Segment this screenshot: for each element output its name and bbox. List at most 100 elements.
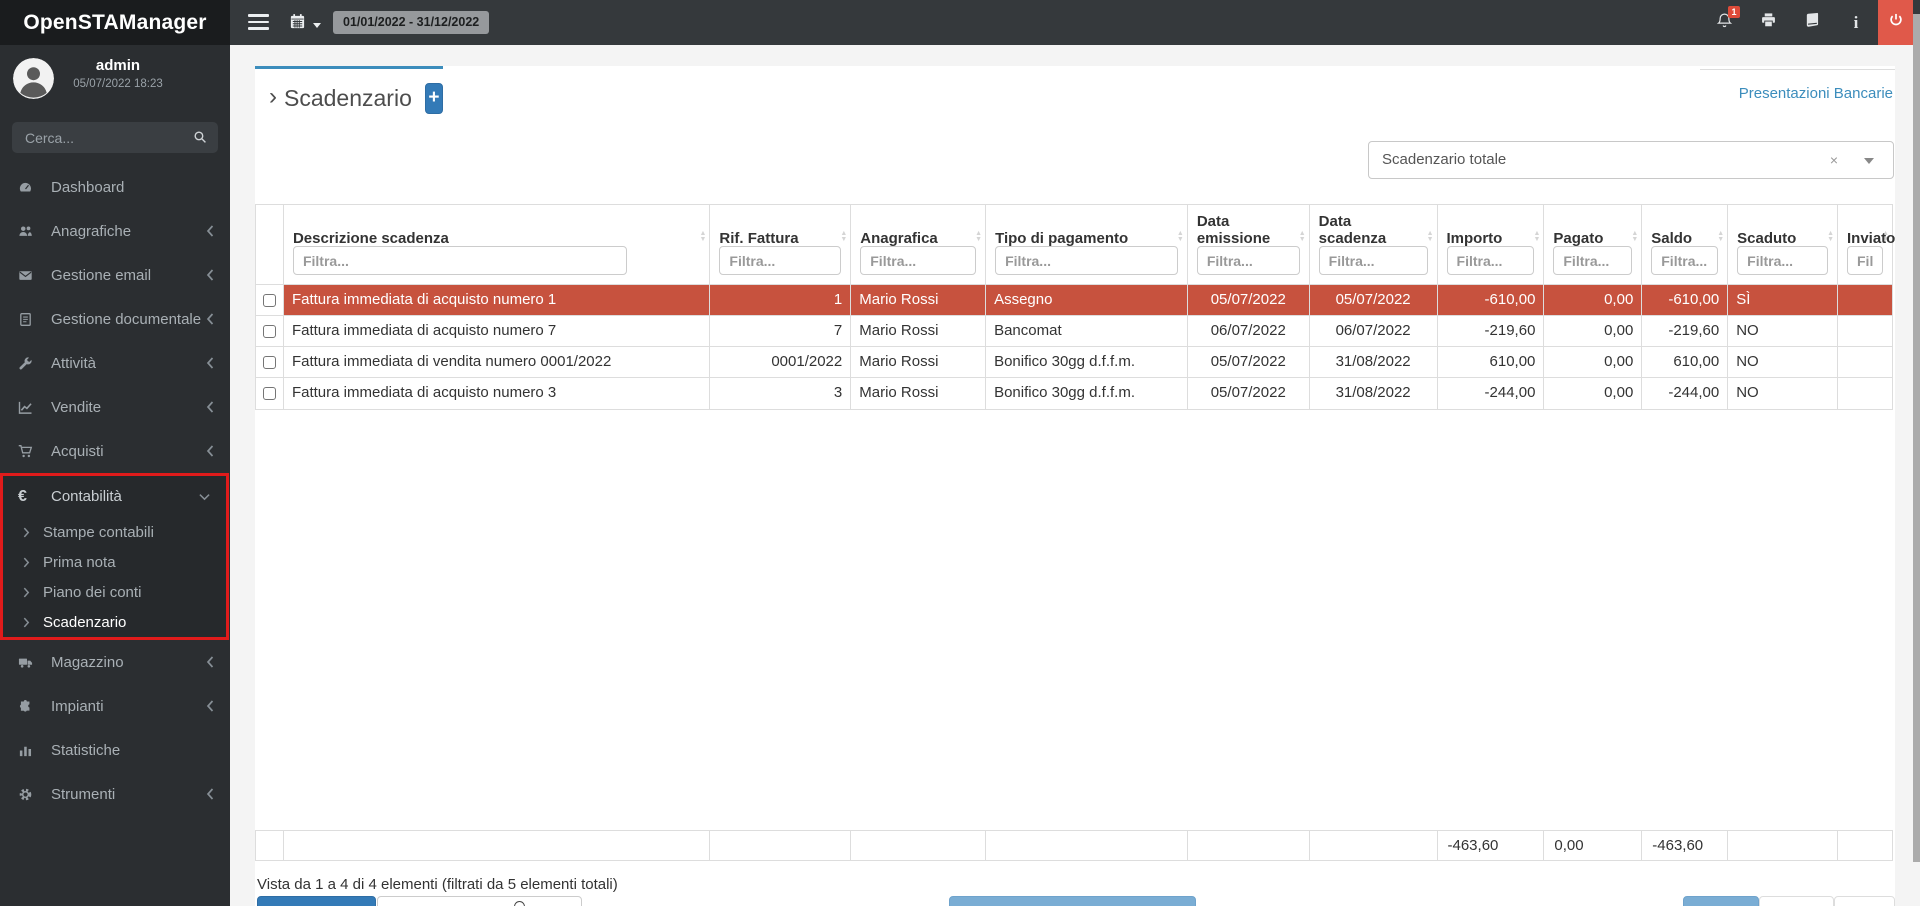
sort-icon[interactable]: ▲ ▼ [975,230,983,243]
footer-total-data_scadenza [1310,831,1438,860]
column-label-importo[interactable]: Importo ▲ ▼ [1446,230,1541,247]
column-label-descrizione[interactable]: Descrizione scadenza ▲ ▼ [292,230,707,247]
filter-input-tipo_pagamento[interactable] [995,246,1178,275]
column-label-tipo_pagamento[interactable]: Tipo di pagamento ▲ ▼ [995,230,1184,247]
table-row-3[interactable]: Fattura immediata di vendita numero 0001… [256,347,1892,378]
sort-icon[interactable]: ▲ ▼ [1882,230,1889,243]
sort-icon[interactable]: ▲ ▼ [1827,230,1834,243]
notifications-button[interactable]: 1 [1702,0,1746,45]
sidebar-item-gestione-documentale[interactable]: Gestione documentale [0,297,230,341]
sidebar-item-strumenti[interactable]: Strumenti [0,772,230,816]
docs-button[interactable] [1790,0,1834,45]
sidebar-item-contabilit[interactable]: € Contabilità [3,476,226,517]
app-logo[interactable]: OpenSTAManager [0,0,230,45]
filter-input-scaduto[interactable] [1737,246,1828,275]
filter-input-pagato[interactable] [1553,246,1633,275]
cell-data_scadenza: 06/07/2022 [1310,316,1438,346]
sort-icon[interactable]: ▲ ▼ [840,230,848,243]
column-label-saldo[interactable]: Saldo ▲ ▼ [1651,230,1725,247]
sidebar-subitem-stampe-contabili[interactable]: Stampe contabili [3,517,226,547]
sort-icon[interactable]: ▲ ▼ [699,230,707,243]
sidebar-subitem-piano-dei-conti[interactable]: Piano dei conti [3,577,226,607]
table-footer-totals: -463,60 0,00 -463,60 [255,830,1893,861]
date-range-filter[interactable]: 01/01/2022 - 31/12/2022 [333,11,490,34]
sort-icon[interactable]: ▲ ▼ [1426,230,1434,243]
column-label-data_scadenza[interactable]: Data scadenza ▲ ▼ [1318,213,1434,247]
sidebar-subitem-scadenzario[interactable]: Scadenzario [3,607,226,637]
clear-selection-icon[interactable]: × [1829,152,1838,168]
cell-data_scadenza: 05/07/2022 [1309,285,1438,315]
sort-icon[interactable]: ▲ ▼ [1176,230,1184,243]
cell-inviato [1838,378,1892,409]
cell-inviato [1838,316,1892,346]
logout-button[interactable] [1878,0,1913,45]
filter-input-rif_fattura[interactable] [719,246,842,275]
sidebar-item-acquisti[interactable]: Acquisti [0,429,230,473]
cell-descrizione: Fattura immediata di acquisto numero 1 [283,285,711,315]
column-header-data_scadenza: Data scadenza ▲ ▼ [1310,205,1438,284]
add-record-button[interactable]: + [424,82,443,114]
cell-tipo_pagamento: Bonifico 30gg d.f.f.m. [986,347,1188,377]
sort-icon[interactable]: ▲ ▼ [1298,230,1306,243]
cell-rif_fattura: 0001/2022 [710,347,852,377]
cell-descrizione: Fattura immediata di vendita numero 0001… [284,347,711,377]
search-icon[interactable] [193,130,207,149]
row-checkbox[interactable] [262,355,276,369]
chevron-right-icon [23,527,30,538]
sidebar-subitem-prima-nota[interactable]: Prima nota [3,547,226,577]
sidebar-item-dashboard[interactable]: Dashboard [0,165,230,209]
cell-tipo_pagamento: Bonifico 30gg d.f.f.m. [986,378,1188,409]
document-icon [18,312,42,327]
filter-input-descrizione[interactable] [292,246,627,275]
tab-scadenzario[interactable]: › Scadenzario + [255,66,443,127]
filter-input-data_scadenza[interactable] [1318,246,1428,275]
pagination-next[interactable] [1834,896,1895,906]
filter-input-anagrafica[interactable] [860,246,977,275]
sidebar-item-gestione-email[interactable]: Gestione email [0,253,230,297]
filter-input-saldo[interactable] [1651,246,1719,275]
sort-icon[interactable]: ▲ ▼ [1717,230,1725,243]
calendar-dropdown[interactable] [289,13,321,35]
print-button[interactable] [1746,0,1790,45]
column-label-data_emissione[interactable]: Data emissione ▲ ▼ [1196,213,1306,247]
sidebar-item-vendite[interactable]: Vendite [0,385,230,429]
row-checkbox[interactable] [262,387,276,400]
partial-button-options[interactable] [377,896,582,906]
sort-icon[interactable]: ▲ ▼ [1631,230,1639,243]
filter-input-importo[interactable] [1446,246,1535,275]
column-label-pagato[interactable]: Pagato ▲ ▼ [1553,230,1639,247]
row-checkbox[interactable] [262,293,276,307]
sort-icon[interactable]: ▲ ▼ [1533,230,1541,243]
column-header-importo: Importo ▲ ▼ [1438,205,1545,284]
pagination-active-page[interactable] [1683,896,1759,906]
chevron-left-icon [206,445,214,457]
column-label-scaduto[interactable]: Scaduto ▲ ▼ [1737,230,1834,247]
filter-input-inviato[interactable] [1847,246,1883,275]
sidebar-item-magazzino[interactable]: Magazzino [0,640,230,684]
presentazioni-bancarie-link[interactable]: Presentazioni Bancarie [1738,85,1893,102]
sidebar-item-anagrafiche[interactable]: Anagrafiche [0,209,230,253]
pagination-page-2[interactable] [1759,896,1834,906]
sidebar-item-attivit[interactable]: Attività [0,341,230,385]
cell-inviato [1838,347,1892,377]
chevron-right-icon [23,617,30,628]
search-input[interactable] [12,122,218,153]
view-select[interactable]: Scadenzario totale × [1368,141,1894,179]
partial-button-export[interactable] [257,896,376,906]
column-label-rif_fattura[interactable]: Rif. Fattura ▲ ▼ [719,230,848,247]
row-checkbox[interactable] [262,324,276,338]
footer-total-scaduto [1728,831,1839,860]
filter-input-data_emissione[interactable] [1196,246,1300,275]
column-label-inviato[interactable]: Inviato ▲ ▼ [1847,230,1895,247]
about-button[interactable]: i [1834,0,1878,45]
sidebar-item-statistiche[interactable]: Statistiche [0,728,230,772]
sidebar-item-impianti[interactable]: Impianti [0,684,230,728]
hamburger-menu-icon[interactable] [248,14,269,34]
footer-total-pagato: 0,00 [1544,831,1643,860]
partial-button-bulk-action[interactable] [949,896,1196,906]
column-label-anagrafica[interactable]: Anagrafica ▲ ▼ [860,230,983,247]
scrollbar-thumb[interactable] [1913,14,1920,862]
